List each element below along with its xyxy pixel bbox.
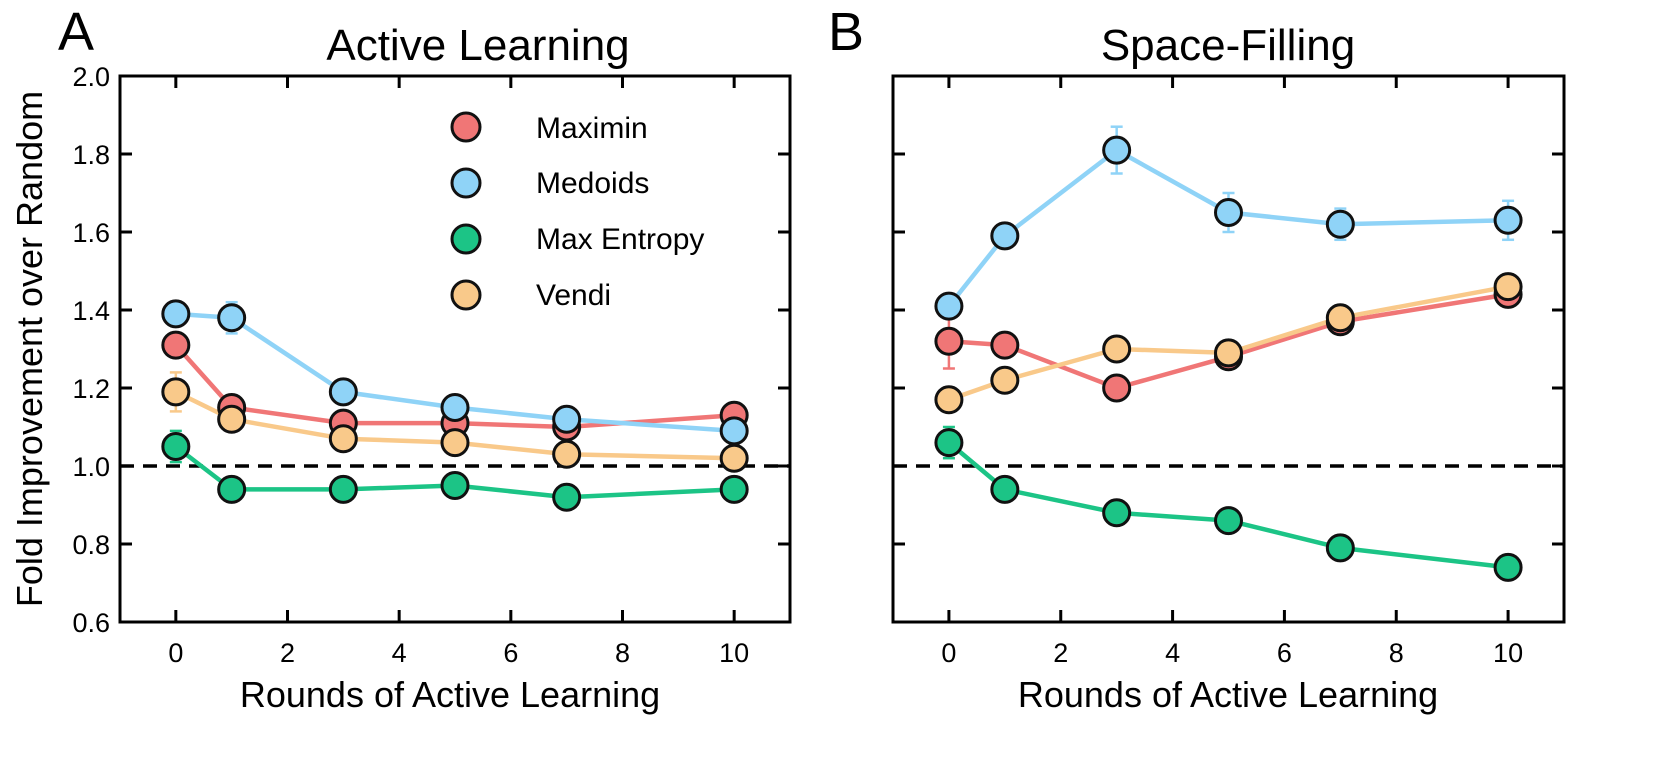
y-axis-label: Fold Improvement over Random [9,91,50,607]
panel-b-point-max-entropy [990,474,1020,504]
panel-a-y-tick-label: 0.8 [72,530,110,560]
legend-label-vendi: Vendi [536,279,611,312]
panel-b-point-vendi [1493,272,1523,302]
panel-b-point-vendi [990,365,1020,395]
panel-a-point-medoids [217,303,247,333]
panel-a-ticks: 0 2 4 6 8 10 0.6 0.8 1.0 1.2 1.4 1.6 1.8 2.0 [72,62,790,668]
panel-b-point-maximin [934,326,964,356]
panel-b-point-medoids [1214,198,1243,227]
panel-b-series-max-entropy [942,425,1515,573]
panel-b-line-medoids [947,147,1509,308]
panel-a-y-tick-label: 0.6 [72,608,110,638]
panel-b-x-tick-label: 10 [1493,638,1523,668]
panel-b-point-medoids [1102,135,1132,165]
panel-a-point-medoids [552,404,582,434]
panel-a-point-medoids [328,377,358,407]
panel-b-point-max-entropy [934,428,964,458]
panel-a-point-vendi [161,377,191,407]
legend-marker-medoids [450,167,482,199]
panel-b-point-medoids [1493,205,1523,235]
legend-item-vendi: Vendi [450,279,611,312]
panel-a-title: Active Learning [326,21,629,70]
panel-b-point-medoids [1325,209,1355,239]
panel-a-x-tick-label: 0 [168,638,183,668]
panel-a-y-tick-label: 1.0 [72,452,110,482]
legend-marker-maximin [450,111,482,143]
panel-a-series [161,299,749,512]
panel-b-point-vendi [1214,338,1243,368]
panel-a-point-vendi [719,443,749,473]
legend-label-maximin: Maximin [536,112,648,145]
panel-b-letter: B [828,2,864,62]
legend-label-max-entropy: Max Entropy [536,223,704,256]
panel-a-point-max-entropy [217,474,247,504]
panel-b-point-vendi [1325,303,1355,333]
panel-a-y-tick-label: 1.4 [72,296,110,326]
panel-b-line-max-entropy [947,440,1509,570]
panel-b-point-max-entropy [1493,552,1523,582]
panel-b-x-tick-label: 4 [1165,638,1180,668]
panel-b-point-vendi [1102,334,1132,364]
legend-item-medoids: Medoids [450,167,649,200]
legend-marker-vendi [450,279,482,311]
panel-a-x-tick-label: 6 [503,638,518,668]
panel-a-point-vendi [328,424,358,454]
panel-b-point-max-entropy [1325,533,1355,563]
panel-a-point-max-entropy [328,474,358,504]
panel-b-plot-frame [891,74,1566,624]
legend-label-medoids: Medoids [536,167,649,200]
panel-b: B Space-Filling 0 2 4 6 8 10 Rounds of Active… [828,2,1566,715]
panel-a-y-tick-label: 1.6 [72,218,110,248]
legend-item-max-entropy: Max Entropy [450,223,704,256]
panel-b-x-tick-label: 0 [941,638,956,668]
panel-a-letter: A [58,2,94,62]
panel-b-point-medoids [990,221,1020,251]
panel-a-point-vendi [440,428,470,458]
panel-a-point-max-entropy [552,482,582,512]
panel-a-point-max-entropy [440,471,470,500]
panel-a-x-tick-label: 8 [615,638,630,668]
panel-a-point-vendi [217,404,247,434]
panel-b-point-max-entropy [1102,498,1132,528]
panel-b-point-maximin [1102,373,1132,403]
panel-a-point-medoids [440,393,470,422]
panel-a-point-max-entropy [161,432,191,461]
panel-a-x-axis-label: Rounds of Active Learning [240,674,660,715]
panel-b-point-vendi [934,385,964,415]
panel-a-point-vendi [552,439,582,469]
panel-a-point-medoids [161,299,191,329]
panel-b-point-medoids [934,291,964,321]
panel-b-x-tick-label: 6 [1277,638,1292,668]
panel-a-point-medoids [719,416,749,446]
panel-a-x-tick-label: 10 [719,638,749,668]
panel-a-point-maximin [161,330,191,360]
panel-a-x-tick-label: 4 [392,638,407,668]
panel-b-point-maximin [990,330,1020,360]
panel-a-x-tick-label: 2 [280,638,295,668]
panel-b-title: Space-Filling [1101,21,1355,70]
legend: Maximin Medoids Max Entropy Vendi [450,111,704,312]
panel-a-y-tick-label: 1.2 [72,374,110,404]
panel-b-series [934,125,1523,582]
panel-b-x-tick-label: 2 [1053,638,1068,668]
panel-b-x-axis-label: Rounds of Active Learning [1018,674,1438,715]
legend-item-maximin: Maximin [450,111,648,145]
panel-b-point-max-entropy [1214,506,1243,536]
legend-marker-max-entropy [450,223,482,255]
panel-a-y-tick-label: 1.8 [72,140,110,170]
panel-a-plot-frame [118,74,792,624]
panel-b-x-tick-label: 8 [1389,638,1404,668]
panel-a-point-max-entropy [719,474,749,504]
panel-a: A Active Learning 0 2 4 6 8 10 0.6 0.8 1.0 1.2 1.4… [9,2,792,715]
panel-a-y-tick-label: 2.0 [72,62,110,92]
